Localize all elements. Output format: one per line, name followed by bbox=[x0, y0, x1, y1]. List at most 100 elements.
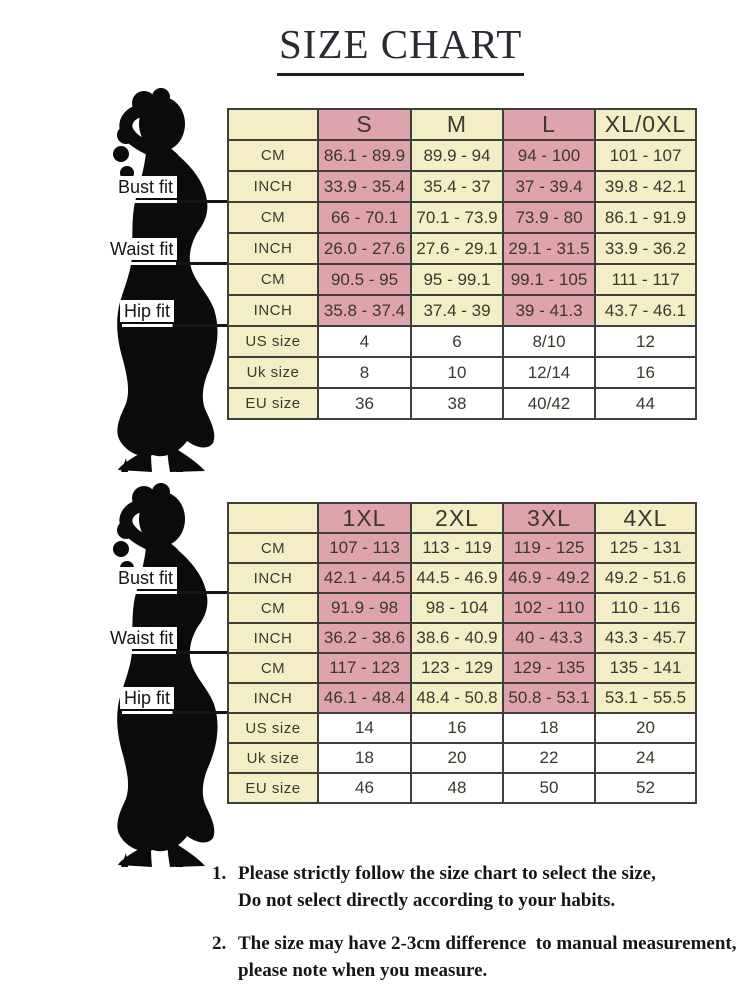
size-cell: 26.0 - 27.6 bbox=[317, 232, 412, 265]
size-cell: 12 bbox=[594, 325, 697, 358]
note-number: 2. bbox=[212, 933, 227, 954]
fit-leader-line-waist bbox=[108, 262, 227, 265]
fit-label-hip: Hip fit bbox=[120, 300, 175, 322]
fit-label-hip: Hip fit bbox=[120, 687, 175, 709]
table-row: EU size 36 38 40/42 44 bbox=[227, 387, 697, 420]
table-row: INCH 46.1 - 48.4 48.4 - 50.8 50.8 - 53.1 53.… bbox=[227, 682, 697, 714]
row-label: INCH bbox=[227, 622, 319, 654]
size-cell: 38.6 - 40.9 bbox=[410, 622, 504, 654]
row-label: INCH bbox=[227, 170, 319, 203]
note-line: Do not select directly according to your… bbox=[238, 890, 616, 911]
size-cell: 35.4 - 37 bbox=[410, 170, 504, 203]
size-cell: 20 bbox=[410, 742, 504, 774]
size-table-regular-body: S M L XL/0XL CM 86.1 - 89.9 89.9 - 94 94 - 100 1… bbox=[227, 108, 697, 420]
row-label: CM bbox=[227, 592, 319, 624]
size-cell: 16 bbox=[594, 356, 697, 389]
size-cell: 94 - 100 bbox=[502, 139, 596, 172]
size-cell: 125 - 131 bbox=[594, 532, 697, 564]
size-cell: 101 - 107 bbox=[594, 139, 697, 172]
row-label: CM bbox=[227, 532, 319, 564]
row-label: CM bbox=[227, 201, 319, 234]
row-label: US size bbox=[227, 325, 319, 358]
size-cell: 39 - 41.3 bbox=[502, 294, 596, 327]
size-cell: 91.9 - 98 bbox=[317, 592, 412, 624]
size-header-M: M bbox=[410, 108, 504, 141]
size-cell: 37 - 39.4 bbox=[502, 170, 596, 203]
size-cell: 99.1 - 105 bbox=[502, 263, 596, 296]
size-cell: 10 bbox=[410, 356, 504, 389]
fit-leader-line-bust bbox=[116, 591, 227, 594]
model-silhouette bbox=[58, 483, 233, 868]
woman-silhouette-icon bbox=[58, 483, 233, 868]
size-cell: 48.4 - 50.8 bbox=[410, 682, 504, 714]
size-cell: 29.1 - 31.5 bbox=[502, 232, 596, 265]
table-row: INCH 33.9 - 35.4 35.4 - 37 37 - 39.4 39.8 - … bbox=[227, 170, 697, 203]
size-cell: 12/14 bbox=[502, 356, 596, 389]
note-line: The size may have 2-3cm difference to ma… bbox=[238, 933, 737, 954]
size-cell: 27.6 - 29.1 bbox=[410, 232, 504, 265]
size-cell: 135 - 141 bbox=[594, 652, 697, 684]
size-cell: 33.9 - 36.2 bbox=[594, 232, 697, 265]
fit-label-bust: Bust fit bbox=[114, 176, 178, 198]
fit-leader-line-hip bbox=[122, 711, 227, 714]
size-header-S: S bbox=[317, 108, 412, 141]
size-cell: 46 bbox=[317, 772, 412, 804]
size-cell: 36.2 - 38.6 bbox=[317, 622, 412, 654]
size-cell: 53.1 - 55.5 bbox=[594, 682, 697, 714]
size-cell: 43.3 - 45.7 bbox=[594, 622, 697, 654]
size-cell: 95 - 99.1 bbox=[410, 263, 504, 296]
size-header-1XL: 1XL bbox=[317, 502, 412, 534]
size-cell: 37.4 - 39 bbox=[410, 294, 504, 327]
size-cell: 46.9 - 49.2 bbox=[502, 562, 596, 594]
size-cell: 24 bbox=[594, 742, 697, 774]
row-label: Uk size bbox=[227, 742, 319, 774]
size-cell: 49.2 - 51.6 bbox=[594, 562, 697, 594]
size-cell: 20 bbox=[594, 712, 697, 744]
fit-label-waist: Waist fit bbox=[106, 627, 178, 649]
woman-silhouette-icon bbox=[58, 88, 233, 473]
size-cell: 36 bbox=[317, 387, 412, 420]
note-item: 1. Please strictly follow the size chart … bbox=[212, 860, 742, 914]
size-cell: 33.9 - 35.4 bbox=[317, 170, 412, 203]
size-cell: 73.9 - 80 bbox=[502, 201, 596, 234]
table-row: Uk size 18 20 22 24 bbox=[227, 742, 697, 774]
size-cell: 39.8 - 42.1 bbox=[594, 170, 697, 203]
size-table-regular: S M L XL/0XL CM 86.1 - 89.9 89.9 - 94 94 - 100 1… bbox=[227, 108, 697, 420]
size-cell: 14 bbox=[317, 712, 412, 744]
size-cell: 35.8 - 37.4 bbox=[317, 294, 412, 327]
size-cell: 8/10 bbox=[502, 325, 596, 358]
size-cell: 40/42 bbox=[502, 387, 596, 420]
size-table-plus: 1XL 2XL 3XL 4XL CM 107 - 113 113 - 119 119 - 12… bbox=[227, 502, 697, 804]
size-cell: 111 - 117 bbox=[594, 263, 697, 296]
table-row: CM 86.1 - 89.9 89.9 - 94 94 - 100 101 - 107 bbox=[227, 139, 697, 172]
fit-leader-line-bust bbox=[116, 200, 227, 203]
size-cell: 102 - 110 bbox=[502, 592, 596, 624]
corner-cell bbox=[227, 502, 319, 534]
size-cell: 70.1 - 73.9 bbox=[410, 201, 504, 234]
size-cell: 66 - 70.1 bbox=[317, 201, 412, 234]
table-row: INCH 36.2 - 38.6 38.6 - 40.9 40 - 43.3 43.3 … bbox=[227, 622, 697, 654]
table-row: CM 90.5 - 95 95 - 99.1 99.1 - 105 111 - 117 bbox=[227, 263, 697, 296]
size-cell: 43.7 - 46.1 bbox=[594, 294, 697, 327]
fit-leader-line-waist bbox=[108, 651, 227, 654]
table-row: US size 4 6 8/10 12 bbox=[227, 325, 697, 358]
note-lines: Please strictly follow the size chart to… bbox=[238, 860, 742, 914]
size-cell: 129 - 135 bbox=[502, 652, 596, 684]
fit-label-bust: Bust fit bbox=[114, 567, 178, 589]
table-row: EU size 46 48 50 52 bbox=[227, 772, 697, 804]
size-cell: 16 bbox=[410, 712, 504, 744]
size-cell: 46.1 - 48.4 bbox=[317, 682, 412, 714]
table-row: INCH 35.8 - 37.4 37.4 - 39 39 - 41.3 43.7 - … bbox=[227, 294, 697, 327]
row-label: INCH bbox=[227, 232, 319, 265]
size-header-row: S M L XL/0XL bbox=[227, 108, 697, 141]
size-cell: 113 - 119 bbox=[410, 532, 504, 564]
row-label: INCH bbox=[227, 682, 319, 714]
size-cell: 44 bbox=[594, 387, 697, 420]
size-cell: 6 bbox=[410, 325, 504, 358]
size-cell: 117 - 123 bbox=[317, 652, 412, 684]
table-row: CM 66 - 70.1 70.1 - 73.9 73.9 - 80 86.1 - 91… bbox=[227, 201, 697, 234]
size-cell: 52 bbox=[594, 772, 697, 804]
row-label: CM bbox=[227, 139, 319, 172]
model-silhouette bbox=[58, 88, 233, 473]
row-label: INCH bbox=[227, 562, 319, 594]
